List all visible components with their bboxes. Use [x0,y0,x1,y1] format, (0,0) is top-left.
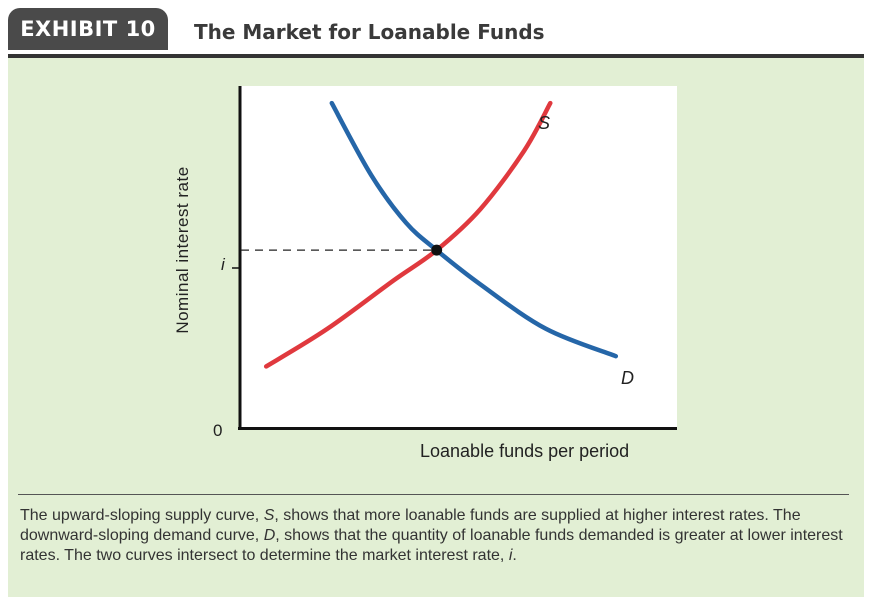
caption-text-3: , shows that the quantity of loanable fu… [20,527,843,564]
caption-text-4: . [512,547,517,564]
interest-rate-tick-label: i [221,255,225,274]
y-axis-label: Nominal interest rate [173,166,192,334]
supply-curve-label: S [538,113,551,133]
caption-d: D [263,527,276,544]
exhibit-header: EXHIBIT 10 The Market for Loanable Funds [0,0,872,60]
supply-curve [263,100,553,369]
caption-divider [18,494,849,495]
origin-tick-label: 0 [213,421,223,440]
plot-area [240,86,677,428]
exhibit-caption: The upward-sloping supply curve, S, show… [20,506,850,566]
demand-curve-label: D [621,368,634,388]
header-divider [8,54,864,58]
exhibit-tab: EXHIBIT 10 [8,8,168,50]
x-axis-label: Loanable funds per period [420,441,630,461]
caption-text-2: , shows that more loanable funds are sup… [20,507,801,544]
caption-s: S [263,507,275,524]
caption-i: i [508,547,513,564]
exhibit-title: The Market for Loanable Funds [194,20,545,44]
caption-text-1: The upward-sloping supply curve, [20,507,264,524]
demand-curve [329,100,619,359]
equilibrium-point [431,244,443,256]
